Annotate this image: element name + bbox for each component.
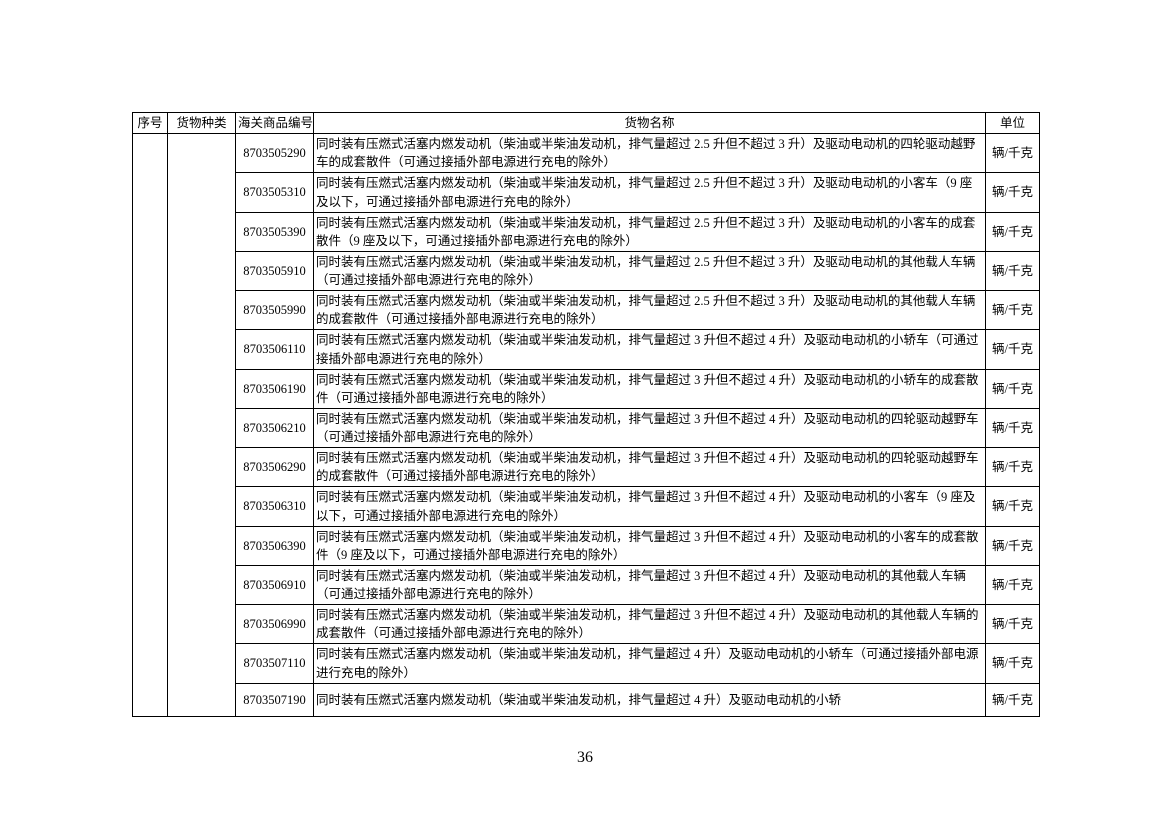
unit-cell: 辆/千克 xyxy=(986,251,1040,290)
page-number: 36 xyxy=(0,749,1170,767)
unit-cell: 辆/千克 xyxy=(986,291,1040,330)
table-body: 8703505290同时装有压燃式活塞内燃发动机（柴油或半柴油发动机，排气量超过… xyxy=(133,134,1040,717)
unit-cell: 辆/千克 xyxy=(986,369,1040,408)
code-cell: 8703506910 xyxy=(236,565,314,604)
code-cell: 8703505990 xyxy=(236,291,314,330)
name-cell: 同时装有压燃式活塞内燃发动机（柴油或半柴油发动机，排气量超过 3 升但不超过 4… xyxy=(314,369,986,408)
code-cell: 8703505310 xyxy=(236,173,314,212)
table-header-row: 序号 货物种类 海关商品编号 货物名称 单位 xyxy=(133,113,1040,134)
table-row: 8703506990同时装有压燃式活塞内燃发动机（柴油或半柴油发动机，排气量超过… xyxy=(133,605,1040,644)
name-cell: 同时装有压燃式活塞内燃发动机（柴油或半柴油发动机，排气量超过 3 升但不超过 4… xyxy=(314,605,986,644)
table-row: 8703506110同时装有压燃式活塞内燃发动机（柴油或半柴油发动机，排气量超过… xyxy=(133,330,1040,369)
table-row: 8703506210同时装有压燃式活塞内燃发动机（柴油或半柴油发动机，排气量超过… xyxy=(133,408,1040,447)
code-cell: 8703506190 xyxy=(236,369,314,408)
unit-cell: 辆/千克 xyxy=(986,448,1040,487)
unit-cell: 辆/千克 xyxy=(986,134,1040,173)
table-row: 8703506190同时装有压燃式活塞内燃发动机（柴油或半柴油发动机，排气量超过… xyxy=(133,369,1040,408)
unit-cell: 辆/千克 xyxy=(986,644,1040,683)
table-row: 8703507190同时装有压燃式活塞内燃发动机（柴油或半柴油发动机，排气量超过… xyxy=(133,683,1040,716)
code-cell: 8703506310 xyxy=(236,487,314,526)
code-cell: 8703506110 xyxy=(236,330,314,369)
unit-cell: 辆/千克 xyxy=(986,408,1040,447)
code-cell: 8703505290 xyxy=(236,134,314,173)
name-cell: 同时装有压燃式活塞内燃发动机（柴油或半柴油发动机，排气量超过 2.5 升但不超过… xyxy=(314,134,986,173)
document-page: 序号 货物种类 海关商品编号 货物名称 单位 8703505290同时装有压燃式… xyxy=(0,0,1170,717)
code-cell: 8703507110 xyxy=(236,644,314,683)
name-cell: 同时装有压燃式活塞内燃发动机（柴油或半柴油发动机，排气量超过 2.5 升但不超过… xyxy=(314,291,986,330)
name-cell: 同时装有压燃式活塞内燃发动机（柴油或半柴油发动机，排气量超过 2.5 升但不超过… xyxy=(314,173,986,212)
col-header-cat: 货物种类 xyxy=(168,113,236,134)
name-cell: 同时装有压燃式活塞内燃发动机（柴油或半柴油发动机，排气量超过 2.5 升但不超过… xyxy=(314,212,986,251)
name-cell: 同时装有压燃式活塞内燃发动机（柴油或半柴油发动机，排气量超过 3 升但不超过 4… xyxy=(314,526,986,565)
table-row: 8703505290同时装有压燃式活塞内燃发动机（柴油或半柴油发动机，排气量超过… xyxy=(133,134,1040,173)
name-cell: 同时装有压燃式活塞内燃发动机（柴油或半柴油发动机，排气量超过 3 升但不超过 4… xyxy=(314,565,986,604)
name-cell: 同时装有压燃式活塞内燃发动机（柴油或半柴油发动机，排气量超过 4 升）及驱动电动… xyxy=(314,644,986,683)
col-header-name: 货物名称 xyxy=(314,113,986,134)
table-row: 8703505990同时装有压燃式活塞内燃发动机（柴油或半柴油发动机，排气量超过… xyxy=(133,291,1040,330)
table-row: 8703506390同时装有压燃式活塞内燃发动机（柴油或半柴油发动机，排气量超过… xyxy=(133,526,1040,565)
name-cell: 同时装有压燃式活塞内燃发动机（柴油或半柴油发动机，排气量超过 3 升但不超过 4… xyxy=(314,408,986,447)
name-cell: 同时装有压燃式活塞内燃发动机（柴油或半柴油发动机，排气量超过 3 升但不超过 4… xyxy=(314,330,986,369)
code-cell: 8703506290 xyxy=(236,448,314,487)
code-cell: 8703506210 xyxy=(236,408,314,447)
code-cell: 8703506990 xyxy=(236,605,314,644)
code-cell: 8703506390 xyxy=(236,526,314,565)
unit-cell: 辆/千克 xyxy=(986,565,1040,604)
name-cell: 同时装有压燃式活塞内燃发动机（柴油或半柴油发动机，排气量超过 4 升）及驱动电动… xyxy=(314,683,986,716)
table-row: 8703506310同时装有压燃式活塞内燃发动机（柴油或半柴油发动机，排气量超过… xyxy=(133,487,1040,526)
code-cell: 8703505390 xyxy=(236,212,314,251)
name-cell: 同时装有压燃式活塞内燃发动机（柴油或半柴油发动机，排气量超过 2.5 升但不超过… xyxy=(314,251,986,290)
table-row: 8703505390同时装有压燃式活塞内燃发动机（柴油或半柴油发动机，排气量超过… xyxy=(133,212,1040,251)
code-cell: 8703507190 xyxy=(236,683,314,716)
table-row: 8703506910同时装有压燃式活塞内燃发动机（柴油或半柴油发动机，排气量超过… xyxy=(133,565,1040,604)
name-cell: 同时装有压燃式活塞内燃发动机（柴油或半柴油发动机，排气量超过 3 升但不超过 4… xyxy=(314,487,986,526)
table-row: 8703507110同时装有压燃式活塞内燃发动机（柴油或半柴油发动机，排气量超过… xyxy=(133,644,1040,683)
col-header-seq: 序号 xyxy=(133,113,168,134)
category-cell-merged xyxy=(168,134,236,717)
name-cell: 同时装有压燃式活塞内燃发动机（柴油或半柴油发动机，排气量超过 3 升但不超过 4… xyxy=(314,448,986,487)
unit-cell: 辆/千克 xyxy=(986,212,1040,251)
code-cell: 8703505910 xyxy=(236,251,314,290)
unit-cell: 辆/千克 xyxy=(986,526,1040,565)
unit-cell: 辆/千克 xyxy=(986,330,1040,369)
unit-cell: 辆/千克 xyxy=(986,487,1040,526)
unit-cell: 辆/千克 xyxy=(986,173,1040,212)
col-header-unit: 单位 xyxy=(986,113,1040,134)
seq-cell-merged xyxy=(133,134,168,717)
table-row: 8703505910同时装有压燃式活塞内燃发动机（柴油或半柴油发动机，排气量超过… xyxy=(133,251,1040,290)
unit-cell: 辆/千克 xyxy=(986,605,1040,644)
table-row: 8703506290同时装有压燃式活塞内燃发动机（柴油或半柴油发动机，排气量超过… xyxy=(133,448,1040,487)
table-row: 8703505310同时装有压燃式活塞内燃发动机（柴油或半柴油发动机，排气量超过… xyxy=(133,173,1040,212)
unit-cell: 辆/千克 xyxy=(986,683,1040,716)
col-header-code: 海关商品编号 xyxy=(236,113,314,134)
goods-table: 序号 货物种类 海关商品编号 货物名称 单位 8703505290同时装有压燃式… xyxy=(132,112,1040,717)
